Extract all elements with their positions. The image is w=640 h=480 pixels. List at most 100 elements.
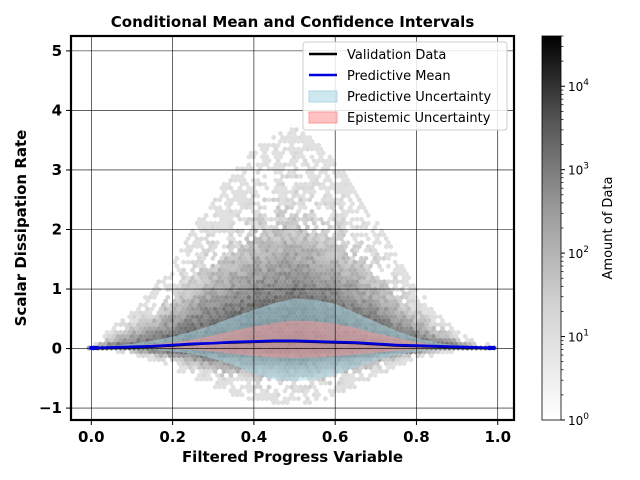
hexbin-cell: [257, 275, 263, 281]
hexbin-cell: [192, 318, 198, 324]
hexbin-cell: [190, 361, 195, 367]
hexbin-cell: [323, 185, 328, 191]
hexbin-cell: [377, 294, 382, 300]
hexbin-cell: [237, 240, 243, 246]
hexbin-cell: [354, 216, 360, 222]
hexbin-cell: [350, 201, 355, 207]
hexbin-cell: [390, 286, 396, 293]
hexbin-cell: [264, 396, 270, 402]
hexbin-cell: [113, 329, 119, 335]
hexbin-cell: [354, 263, 360, 269]
hexbin-cell: [246, 185, 252, 191]
hexbin-cell: [208, 306, 213, 312]
hexbin-cell: [253, 236, 258, 242]
hexbin-cell: [248, 189, 254, 195]
hexbin-cell: [149, 314, 155, 320]
hexbin-cell: [284, 244, 290, 250]
hexbin-cell: [260, 146, 265, 152]
hexbin-cell: [325, 275, 330, 281]
hexbin-cell: [309, 380, 315, 386]
hexbin-cell: [120, 318, 125, 324]
hexbin-cell: [381, 232, 387, 238]
hexbin-cell: [282, 224, 288, 230]
hexbin-cell: [208, 244, 213, 250]
hexbin-cell: [291, 193, 297, 199]
hexbin-cell: [300, 271, 306, 277]
hexbin-cell: [345, 177, 351, 183]
hexbin-cell: [165, 318, 171, 324]
hexbin-cell: [291, 279, 297, 285]
hexbin-cell: [143, 294, 148, 300]
hexbin-cell: [221, 181, 227, 187]
hexbin-cell: [206, 302, 211, 308]
hexbin-cell: [233, 310, 238, 316]
hexbin-cell: [226, 275, 231, 281]
hexbin-cell: [253, 212, 258, 218]
hexbin-cell: [422, 325, 427, 332]
hexbin-cell: [273, 255, 279, 261]
hexbin-cell: [181, 259, 186, 265]
hexbin-cell: [408, 294, 414, 300]
hexbin-cell: [345, 372, 351, 378]
hexbin-cell: [440, 318, 445, 324]
hexbin-cell: [363, 232, 369, 238]
hexbin-cell: [300, 138, 306, 144]
hexbin-cell: [338, 220, 344, 226]
hexbin-cell: [206, 286, 211, 293]
hexbin-cell: [314, 286, 319, 293]
hexbin-cell: [233, 286, 238, 293]
hexbin-cell: [287, 138, 292, 144]
hexbin-cell: [271, 251, 276, 257]
legend: Validation Data Predictive Mean Predicti…: [302, 41, 508, 131]
hexbin-cell: [230, 244, 236, 250]
hexbin-cell: [273, 271, 279, 277]
hexbin-cell: [289, 189, 294, 195]
hexbin-cell: [309, 286, 315, 293]
hexbin-cell: [233, 208, 238, 215]
hexbin-cell: [302, 236, 308, 242]
hexbin-cell: [235, 212, 240, 218]
hexbin-cell: [273, 240, 279, 246]
hexbin-cell: [388, 290, 393, 296]
hexbin-cell: [273, 162, 279, 168]
hexbin-cell: [228, 310, 234, 316]
hexbin-cell: [147, 349, 153, 355]
hexbin-cell: [399, 279, 405, 285]
hexbin-cell: [212, 205, 218, 211]
y-tick-label: 3: [52, 161, 62, 179]
hexbin-cell: [307, 400, 312, 406]
hexbin-cell: [271, 236, 276, 242]
hexbin-cell: [300, 388, 306, 394]
hexbin-cell: [194, 298, 200, 304]
hexbin-cell: [219, 364, 225, 371]
hexbin-cell: [242, 247, 247, 254]
hexbin-cell: [219, 263, 225, 269]
hexbin-cell: [359, 240, 364, 246]
hexbin-cell: [397, 322, 402, 328]
hexbin-cell: [278, 263, 283, 269]
hexbin-cell: [230, 197, 236, 203]
hexbin-cell: [408, 302, 414, 308]
hexbin-cell: [329, 290, 335, 296]
hexbin-cell: [305, 247, 310, 254]
hexbin-cell: [181, 306, 186, 312]
hexbin-cell: [422, 310, 427, 316]
hexbin-cell: [181, 298, 186, 304]
hexbin-cell: [314, 271, 319, 277]
hexbin-cell: [251, 185, 256, 191]
hexbin-cell: [201, 224, 207, 230]
hexbin-cell: [375, 220, 380, 226]
hexbin-cell: [224, 364, 229, 371]
hexbin-cell: [345, 279, 351, 285]
hexbin-cell: [366, 267, 371, 273]
hexbin-cell: [345, 380, 351, 386]
hexbin-cell: [174, 318, 180, 324]
hexbin-cell: [345, 255, 351, 261]
hexbin-cell: [289, 392, 294, 398]
hexbin-cell: [361, 259, 366, 265]
hexbin-cell: [134, 349, 139, 355]
hexbin-cell: [284, 251, 290, 257]
hexbin-cell: [228, 224, 234, 230]
hexbin-cell: [384, 251, 389, 257]
hexbin-cell: [230, 212, 236, 218]
